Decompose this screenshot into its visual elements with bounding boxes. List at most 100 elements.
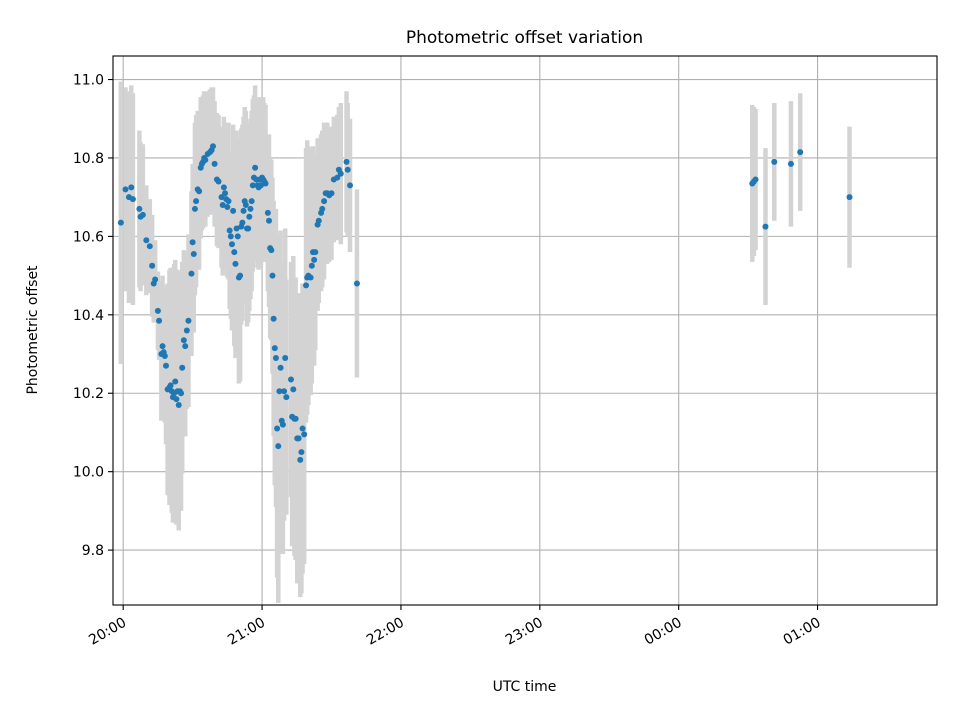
data-point bbox=[180, 337, 187, 344]
data-points bbox=[117, 143, 853, 463]
data-point bbox=[230, 207, 237, 214]
data-point bbox=[247, 205, 254, 212]
data-point bbox=[219, 202, 226, 209]
data-point bbox=[270, 315, 277, 322]
data-point bbox=[257, 182, 264, 189]
data-point bbox=[312, 249, 319, 256]
data-point bbox=[228, 241, 235, 248]
data-point bbox=[139, 211, 146, 218]
data-point bbox=[239, 219, 246, 226]
chart-title: Photometric offset variation bbox=[406, 28, 643, 48]
y-tick-label: 10.4 bbox=[73, 308, 104, 324]
data-point bbox=[240, 207, 247, 214]
data-point bbox=[234, 233, 241, 240]
data-point bbox=[271, 345, 278, 352]
data-point bbox=[295, 435, 302, 442]
data-point bbox=[215, 178, 222, 185]
data-point bbox=[353, 280, 360, 287]
data-point bbox=[337, 170, 344, 177]
data-point bbox=[185, 317, 192, 324]
data-point bbox=[272, 354, 279, 361]
data-point bbox=[307, 274, 314, 281]
data-point bbox=[297, 456, 304, 463]
data-point bbox=[299, 425, 306, 432]
data-point bbox=[179, 364, 186, 371]
data-point bbox=[334, 174, 341, 181]
data-point bbox=[752, 176, 759, 183]
y-axis: 9.8 10.0 10.2 10.4 10.6 10.8 11.0 bbox=[73, 73, 113, 559]
data-point bbox=[209, 143, 216, 150]
data-point bbox=[797, 149, 804, 156]
data-point bbox=[242, 202, 249, 209]
data-point bbox=[249, 182, 256, 189]
x-tick-label: 21:00 bbox=[225, 615, 268, 649]
data-point bbox=[787, 160, 794, 167]
data-point bbox=[319, 205, 326, 212]
data-point bbox=[269, 272, 276, 279]
data-point bbox=[156, 317, 163, 324]
data-point bbox=[276, 388, 283, 395]
data-point bbox=[290, 386, 297, 393]
data-point bbox=[193, 198, 200, 205]
data-point bbox=[344, 166, 351, 173]
data-point bbox=[264, 209, 271, 216]
data-point bbox=[231, 249, 238, 256]
y-tick-label: 10.6 bbox=[73, 229, 104, 245]
data-point bbox=[224, 203, 231, 210]
data-point bbox=[321, 198, 328, 205]
data-point bbox=[183, 327, 190, 334]
data-point bbox=[246, 213, 253, 220]
data-point bbox=[315, 217, 322, 224]
data-point bbox=[152, 276, 159, 283]
data-point bbox=[308, 262, 315, 269]
data-point bbox=[226, 227, 233, 234]
y-tick-label: 10.0 bbox=[73, 465, 104, 481]
data-point bbox=[287, 376, 294, 383]
data-point bbox=[190, 251, 197, 258]
data-point bbox=[281, 388, 288, 395]
error-bars bbox=[118, 81, 852, 604]
data-point bbox=[191, 205, 198, 212]
data-point bbox=[262, 180, 269, 187]
x-axis-label: UTC time bbox=[493, 679, 557, 695]
y-tick-label: 9.8 bbox=[82, 543, 104, 559]
data-point bbox=[182, 343, 189, 350]
data-point bbox=[136, 205, 143, 212]
data-point bbox=[122, 186, 129, 193]
data-point bbox=[275, 443, 282, 450]
data-point bbox=[159, 343, 166, 350]
data-point bbox=[167, 382, 174, 389]
data-point bbox=[846, 194, 853, 201]
data-point bbox=[277, 364, 284, 371]
data-point bbox=[227, 233, 234, 240]
data-point bbox=[149, 262, 156, 269]
data-point bbox=[161, 352, 168, 359]
data-point bbox=[771, 158, 778, 165]
data-point bbox=[128, 184, 135, 191]
y-tick-label: 10.2 bbox=[73, 386, 104, 402]
data-point bbox=[202, 156, 209, 163]
data-point bbox=[225, 198, 232, 205]
x-tick-label: 00:00 bbox=[642, 615, 685, 649]
data-point bbox=[129, 196, 136, 203]
data-point bbox=[252, 164, 259, 171]
data-point bbox=[178, 390, 185, 397]
data-point bbox=[298, 449, 305, 456]
data-point bbox=[196, 188, 203, 195]
data-point bbox=[146, 243, 153, 250]
data-point bbox=[143, 237, 150, 244]
data-point bbox=[268, 247, 275, 254]
y-axis-label: Photometric offset bbox=[25, 265, 41, 395]
data-point bbox=[218, 194, 225, 201]
data-point bbox=[172, 378, 179, 385]
data-point bbox=[154, 307, 161, 314]
x-tick-label: 23:00 bbox=[503, 615, 546, 649]
data-point bbox=[232, 260, 239, 267]
data-point bbox=[188, 270, 195, 277]
data-point bbox=[222, 190, 229, 197]
plot-frame bbox=[112, 55, 938, 606]
data-point bbox=[233, 225, 240, 232]
data-point bbox=[292, 415, 299, 422]
data-point bbox=[328, 190, 335, 197]
